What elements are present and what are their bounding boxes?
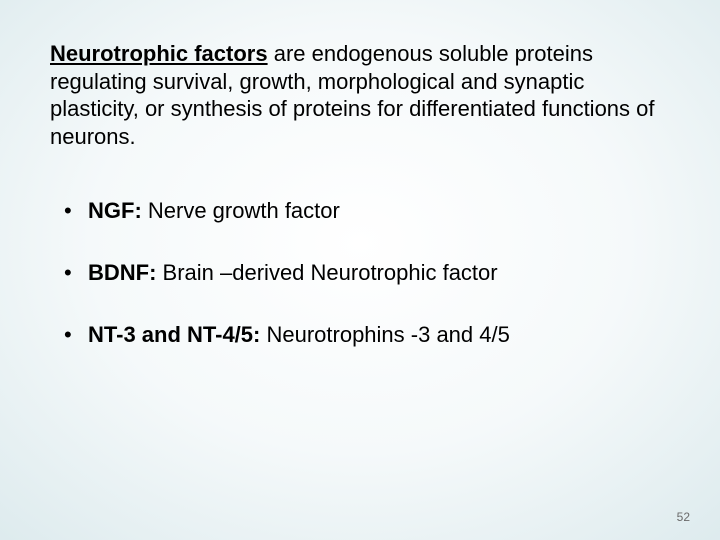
intro-paragraph: Neurotrophic factors are endogenous solu… xyxy=(50,40,670,150)
bullet-label: NT-3 and NT-4/5: xyxy=(88,322,260,347)
bullet-label: BDNF: xyxy=(88,260,156,285)
bullet-text: Neurotrophins -3 and 4/5 xyxy=(260,322,510,347)
list-item: NGF: Nerve growth factor xyxy=(60,198,670,224)
slide-container: Neurotrophic factors are endogenous solu… xyxy=(0,0,720,540)
list-item: NT-3 and NT-4/5: Neurotrophins -3 and 4/… xyxy=(60,322,670,348)
bullet-text: Nerve growth factor xyxy=(142,198,340,223)
bullet-text: Brain –derived Neurotrophic factor xyxy=(156,260,497,285)
intro-lead: Neurotrophic factors xyxy=(50,41,268,66)
bullet-list: NGF: Nerve growth factor BDNF: Brain –de… xyxy=(50,198,670,348)
page-number: 52 xyxy=(677,510,690,524)
bullet-label: NGF: xyxy=(88,198,142,223)
list-item: BDNF: Brain –derived Neurotrophic factor xyxy=(60,260,670,286)
